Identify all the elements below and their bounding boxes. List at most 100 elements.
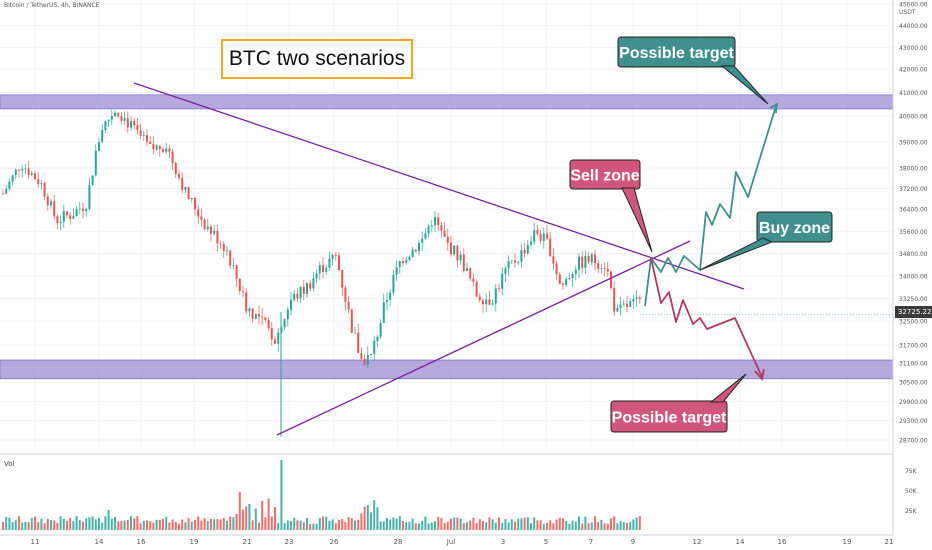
candle-body (242, 291, 244, 293)
volume-bar (488, 517, 491, 530)
candle-body (456, 245, 459, 261)
volume-bar (360, 513, 363, 530)
y-tick-label: 30500.00 (899, 380, 928, 387)
volume-bar (2, 522, 4, 530)
candle-body (584, 255, 587, 268)
volume-bar (162, 518, 164, 530)
target-down-callout-label: Possible target (612, 410, 727, 427)
volume-bar (562, 518, 564, 530)
candle-body (158, 145, 161, 150)
candle-body (600, 268, 603, 269)
candle-body (40, 183, 43, 184)
volume-bar (197, 516, 200, 530)
candle-body (264, 317, 267, 321)
candle-body (475, 281, 478, 297)
volume-bar (11, 522, 14, 530)
x-tick-label: 26 (330, 538, 339, 546)
y-tick-label: 34800.00 (899, 251, 928, 258)
target-up-callout-box (617, 36, 736, 68)
volume-bar (309, 523, 312, 530)
candle-body (219, 243, 222, 245)
volume-bar (232, 517, 235, 530)
volume-bar (318, 517, 321, 530)
y-tick-label: 36400.00 (899, 207, 928, 214)
y-tick-label: 33250.00 (899, 296, 928, 303)
volume-bar (219, 519, 222, 530)
candle-body (213, 230, 216, 234)
volume-bar (165, 516, 168, 530)
candle-body (46, 196, 49, 206)
candle-body (626, 303, 628, 307)
candle-body (331, 254, 334, 259)
candle-body (37, 179, 40, 184)
volume-bar (600, 519, 603, 530)
volume-bar (338, 519, 340, 530)
candle-body (107, 119, 110, 122)
volume-bar (184, 522, 187, 530)
volume-bar (373, 500, 376, 530)
x-tick-label: 28 (394, 538, 403, 546)
volume-bar (437, 516, 440, 530)
candle-body (581, 256, 584, 268)
candle-body (152, 143, 155, 150)
y-tick-label: 39000.00 (899, 140, 928, 147)
candle-body (482, 300, 484, 305)
volume-bar (424, 516, 427, 530)
candle-body (366, 355, 369, 366)
candle-body (549, 238, 552, 257)
candle-body (594, 254, 596, 264)
volume-bar (40, 518, 43, 530)
candle-body (24, 168, 27, 170)
volume-bar (14, 520, 17, 530)
volume-bar (434, 521, 436, 530)
candle-body (258, 314, 260, 317)
candle-body (562, 283, 564, 285)
candle-body (197, 209, 200, 217)
candle-body (181, 177, 184, 191)
volume-bar (619, 520, 622, 530)
candle-body (302, 286, 305, 294)
candle-body (386, 299, 388, 303)
candle-body (434, 217, 436, 226)
candle-body (619, 304, 622, 309)
candle-body (533, 230, 536, 242)
volume-bar (222, 518, 225, 530)
candle-body (344, 287, 347, 303)
callouts: Sell zone Buy zone Possible target Possible… (569, 36, 833, 433)
target-up-callout-label: Possible target (619, 45, 734, 62)
volume-bar (110, 518, 113, 530)
candle-body (94, 150, 97, 176)
candle-body (62, 211, 65, 222)
candle-body (27, 168, 30, 175)
volume-bar (597, 522, 600, 530)
volume-label: Vol (4, 460, 15, 468)
volume-bar (408, 521, 411, 530)
candle-body (568, 278, 571, 280)
candle-body (462, 254, 465, 272)
volume-bar (395, 518, 398, 530)
volume-bar (158, 519, 161, 530)
volume-bar (350, 518, 353, 530)
candle-body (229, 250, 232, 266)
ascending-trendline (276, 240, 691, 436)
candle-body (139, 130, 142, 136)
volume-bar (296, 520, 299, 530)
current-price-tag: 32725.22 (895, 306, 932, 318)
volume-bar (574, 521, 577, 530)
volume-bar (245, 506, 248, 530)
volume-bar (290, 521, 292, 530)
candle-body (149, 141, 152, 144)
candle-body (517, 261, 520, 263)
volume-bar (587, 523, 590, 530)
candle-body (322, 265, 324, 272)
volume-bar (341, 519, 344, 530)
candle-body (120, 116, 123, 121)
candle-body (286, 309, 289, 320)
candle-body (187, 187, 190, 200)
y-tick-label: 29300.00 (899, 418, 928, 425)
descending-trendline (133, 82, 745, 290)
volume-bar (210, 519, 212, 530)
volume-bar (216, 519, 219, 530)
x-tick-label: 21 (885, 538, 894, 546)
